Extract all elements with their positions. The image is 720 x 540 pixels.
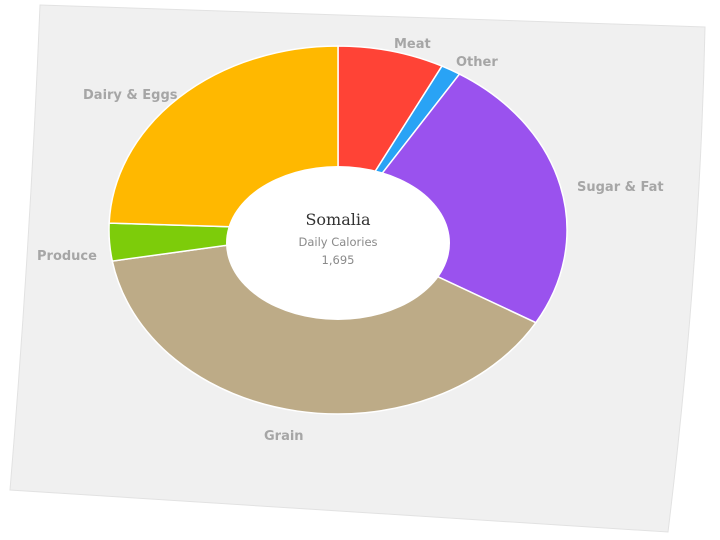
slice-label-meat: Meat: [394, 37, 431, 52]
center-value: 1,695: [321, 253, 355, 267]
donut-hole: [226, 166, 450, 320]
slice-label-produce: Produce: [37, 249, 97, 264]
slice-sugar-fat: [336, 73, 568, 324]
center-title: Somalia: [305, 210, 371, 229]
slice-label-grain: Grain: [264, 429, 304, 444]
slice-label-dairy-eggs: Dairy & Eggs: [83, 88, 178, 103]
center-subtitle: Daily Calories: [298, 235, 378, 249]
slice-label-other: Other: [456, 55, 498, 70]
slice-label-sugar-fat: Sugar & Fat: [577, 180, 664, 195]
